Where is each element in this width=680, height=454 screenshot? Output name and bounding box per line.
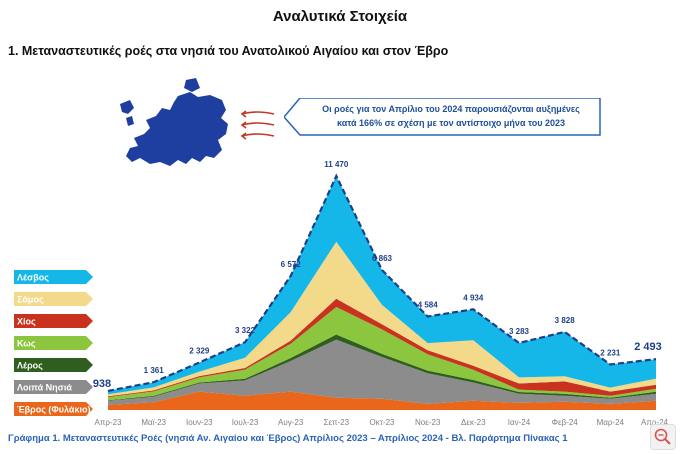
callout-line-2: κατά 166% σε σχέση με τον αντίστοιχο μήν… bbox=[337, 118, 565, 128]
legend-label: Λέρος bbox=[17, 361, 43, 371]
x-tick-label: Οκτ-23 bbox=[370, 418, 395, 427]
total-label: 6 572 bbox=[281, 260, 302, 269]
chart-caption: Γράφημα 1. Μεταναστευτικές Ροές (νησιά Α… bbox=[8, 433, 568, 444]
arrow-left-icon bbox=[240, 110, 275, 140]
x-tick-label: Σεπ-23 bbox=[324, 418, 350, 427]
legend-label: Λοιπά Νησιά bbox=[17, 383, 72, 393]
area-series-3 bbox=[108, 307, 656, 401]
x-tick-label: Ιουλ-23 bbox=[232, 418, 259, 427]
total-label: 2 493 bbox=[634, 341, 662, 353]
total-label: 3 322 bbox=[235, 326, 256, 335]
total-label: 4 934 bbox=[463, 293, 484, 302]
legend-swatch bbox=[14, 270, 93, 284]
legend-swatch bbox=[14, 292, 93, 306]
total-label: 11 470 bbox=[324, 160, 349, 169]
zoom-icon[interactable] bbox=[650, 424, 676, 450]
area-series-1 bbox=[108, 339, 656, 405]
x-tick-label: Ιαν-24 bbox=[508, 418, 531, 427]
legend-label: Σάμος bbox=[17, 295, 44, 305]
total-label: 1 361 bbox=[144, 366, 165, 375]
total-label: 6 863 bbox=[372, 254, 393, 263]
total-label: 938 bbox=[93, 378, 111, 390]
legend-label: Λέσβος bbox=[17, 273, 49, 283]
area-series-0 bbox=[108, 391, 656, 410]
legend-label: Κως bbox=[17, 339, 36, 349]
totals-line bbox=[107, 173, 657, 392]
total-label: 2 329 bbox=[189, 347, 210, 356]
area-series-6 bbox=[108, 176, 656, 395]
total-label: 3 283 bbox=[509, 327, 530, 336]
legend-swatch bbox=[14, 380, 93, 394]
x-tick-label: Μαϊ-23 bbox=[141, 418, 166, 427]
callout-line-1: Οι ροές για τον Απρίλιο του 2024 παρουσι… bbox=[322, 104, 580, 114]
x-tick-label: Νοε-23 bbox=[415, 418, 441, 427]
x-tick-label: Απρ-23 bbox=[95, 418, 123, 427]
total-label: 4 584 bbox=[418, 301, 439, 310]
x-tick-label: Δεκ-23 bbox=[461, 418, 486, 427]
area-series-5 bbox=[108, 241, 656, 397]
x-tick-label: Ιουν-23 bbox=[186, 418, 213, 427]
x-tick-label: Φεβ-24 bbox=[552, 418, 579, 427]
legend-swatch bbox=[14, 402, 93, 416]
legend-label: Έβρος (Φυλάκιο) bbox=[17, 405, 90, 415]
legend-swatch bbox=[14, 336, 93, 350]
section-heading: 1. Μεταναστευτικές ροές στα νησιά του Αν… bbox=[8, 44, 449, 58]
callout-box: Οι ροές για τον Απρίλιο του 2024 παρουσι… bbox=[284, 98, 602, 136]
page-title: Αναλυτικά Στοιχεία bbox=[272, 8, 408, 25]
x-tick-label: Μαρ-24 bbox=[597, 418, 625, 427]
legend-label: Χίος bbox=[17, 317, 36, 327]
total-label: 2 231 bbox=[600, 349, 621, 358]
total-label: 3 828 bbox=[555, 316, 576, 325]
europe-map-icon bbox=[120, 78, 228, 166]
x-tick-label: Απρ-24 bbox=[641, 418, 669, 427]
x-tick-label: Αυγ-23 bbox=[278, 418, 304, 427]
legend-swatch bbox=[14, 314, 93, 328]
legend-swatch bbox=[14, 358, 93, 372]
